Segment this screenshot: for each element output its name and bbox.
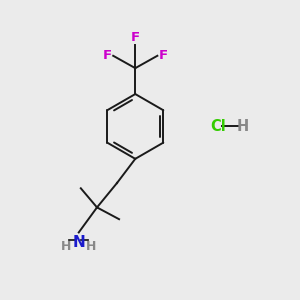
Text: F: F [159,49,168,62]
Text: F: F [102,49,111,62]
Text: Cl: Cl [210,119,226,134]
Text: H: H [86,240,96,253]
Text: F: F [131,31,140,44]
Text: H: H [237,119,249,134]
Text: H: H [61,240,72,253]
Text: N: N [72,236,85,250]
